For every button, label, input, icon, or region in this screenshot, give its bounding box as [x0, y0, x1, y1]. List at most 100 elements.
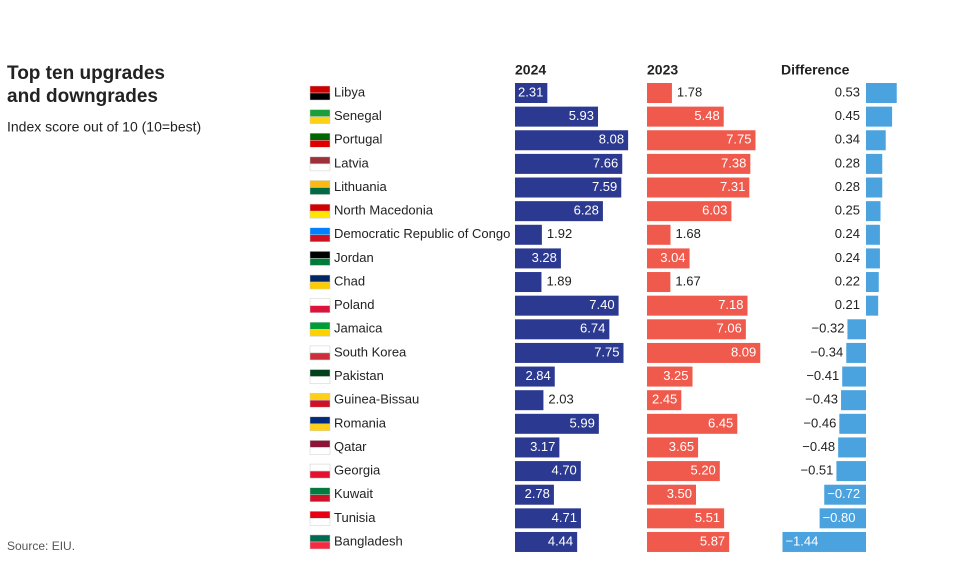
- value-label: −0.48: [802, 439, 835, 454]
- flag: [309, 463, 331, 472]
- category-label: Portugal: [334, 132, 383, 147]
- bar: [841, 390, 866, 411]
- value-label: 4.71: [552, 510, 577, 525]
- bar: [847, 319, 866, 340]
- bar: [647, 508, 725, 529]
- category-label: Tunisia: [334, 510, 376, 525]
- category-label: Bangladesh: [334, 533, 403, 548]
- bar: [515, 83, 548, 103]
- bar: [647, 295, 748, 316]
- value-label: 7.59: [592, 179, 617, 194]
- value-label: 0.45: [835, 108, 860, 123]
- bar: [647, 130, 756, 151]
- value-label: 0.24: [835, 226, 860, 241]
- flag: [309, 322, 331, 330]
- category-label: Chad: [334, 273, 365, 288]
- value-label: 1.67: [675, 273, 700, 288]
- value-label: 1.68: [676, 226, 701, 241]
- bar: [515, 484, 554, 505]
- value-label: 5.87: [700, 533, 725, 548]
- bar: [866, 272, 879, 293]
- bar: [866, 130, 886, 151]
- bar: [647, 413, 738, 434]
- value-label: 5.20: [690, 463, 715, 478]
- value-label: 7.06: [717, 321, 742, 336]
- bar: [866, 177, 883, 198]
- bar: [866, 295, 879, 316]
- flag: [309, 447, 331, 455]
- bar: [647, 461, 720, 482]
- value-label: 0.28: [835, 155, 860, 170]
- value-label: 0.53: [835, 84, 860, 99]
- category-label: Lithuania: [334, 179, 388, 194]
- value-label: 6.74: [580, 321, 605, 336]
- flag: [309, 392, 331, 401]
- value-label: 7.18: [718, 297, 743, 312]
- category-label: Kuwait: [334, 486, 373, 501]
- value-label: 3.25: [663, 368, 688, 383]
- bar: [515, 201, 603, 222]
- flag: [309, 281, 331, 290]
- category-label: South Korea: [334, 344, 407, 359]
- value-label: 3.28: [532, 250, 557, 265]
- flag: [309, 274, 331, 283]
- bar: [647, 106, 724, 127]
- bar: [846, 342, 866, 363]
- source: Source: EIU.: [7, 539, 75, 553]
- bar: [866, 106, 893, 127]
- bar: [515, 272, 542, 293]
- flag: [309, 258, 331, 266]
- category-label: Libya: [334, 84, 366, 99]
- value-label: 2.84: [525, 368, 550, 383]
- bar: [647, 248, 690, 269]
- bar: [515, 342, 624, 363]
- value-label: 2.78: [525, 486, 550, 501]
- value-label: 1.78: [677, 84, 702, 99]
- bar: [866, 83, 897, 103]
- flag: [309, 416, 331, 425]
- value-label: −0.72: [827, 486, 860, 501]
- bar: [838, 437, 866, 458]
- category-label: Pakistan: [334, 368, 384, 383]
- flag: [309, 352, 331, 361]
- category-label: Senegal: [334, 108, 382, 123]
- bar: [515, 508, 581, 529]
- value-label: 2.45: [652, 392, 677, 407]
- value-label: 7.38: [721, 155, 746, 170]
- flag: [309, 494, 331, 502]
- flag: [309, 109, 331, 117]
- flag: [309, 187, 331, 195]
- value-label: 7.40: [589, 297, 614, 312]
- flag: [309, 511, 331, 519]
- bar: [647, 390, 682, 411]
- bar: [839, 413, 866, 434]
- value-label: 3.04: [660, 250, 685, 265]
- bar: [647, 531, 730, 552]
- value-label: 0.21: [835, 297, 860, 312]
- value-label: −0.32: [812, 321, 845, 336]
- flag: [309, 116, 331, 124]
- value-label: −0.34: [810, 344, 843, 359]
- value-label: 0.25: [835, 203, 860, 218]
- bar: [515, 177, 622, 198]
- value-label: −0.51: [801, 463, 834, 478]
- bar: [819, 508, 866, 529]
- value-label: 2.31: [518, 84, 543, 99]
- flag: [309, 518, 331, 526]
- bar: [515, 366, 555, 387]
- value-label: 3.65: [669, 439, 694, 454]
- flag: [309, 470, 331, 479]
- bar: [866, 201, 881, 222]
- value-label: 2.03: [548, 392, 573, 407]
- flag: [309, 329, 331, 337]
- bar: [647, 366, 693, 387]
- category-label: Guinea-Bissau: [334, 392, 419, 407]
- bar: [836, 461, 866, 482]
- value-label: 5.51: [695, 510, 720, 525]
- flag: [309, 440, 331, 448]
- column-header: Difference: [781, 62, 850, 78]
- flag: [309, 92, 331, 101]
- column-header: 2023: [647, 62, 678, 78]
- flag: [309, 298, 331, 306]
